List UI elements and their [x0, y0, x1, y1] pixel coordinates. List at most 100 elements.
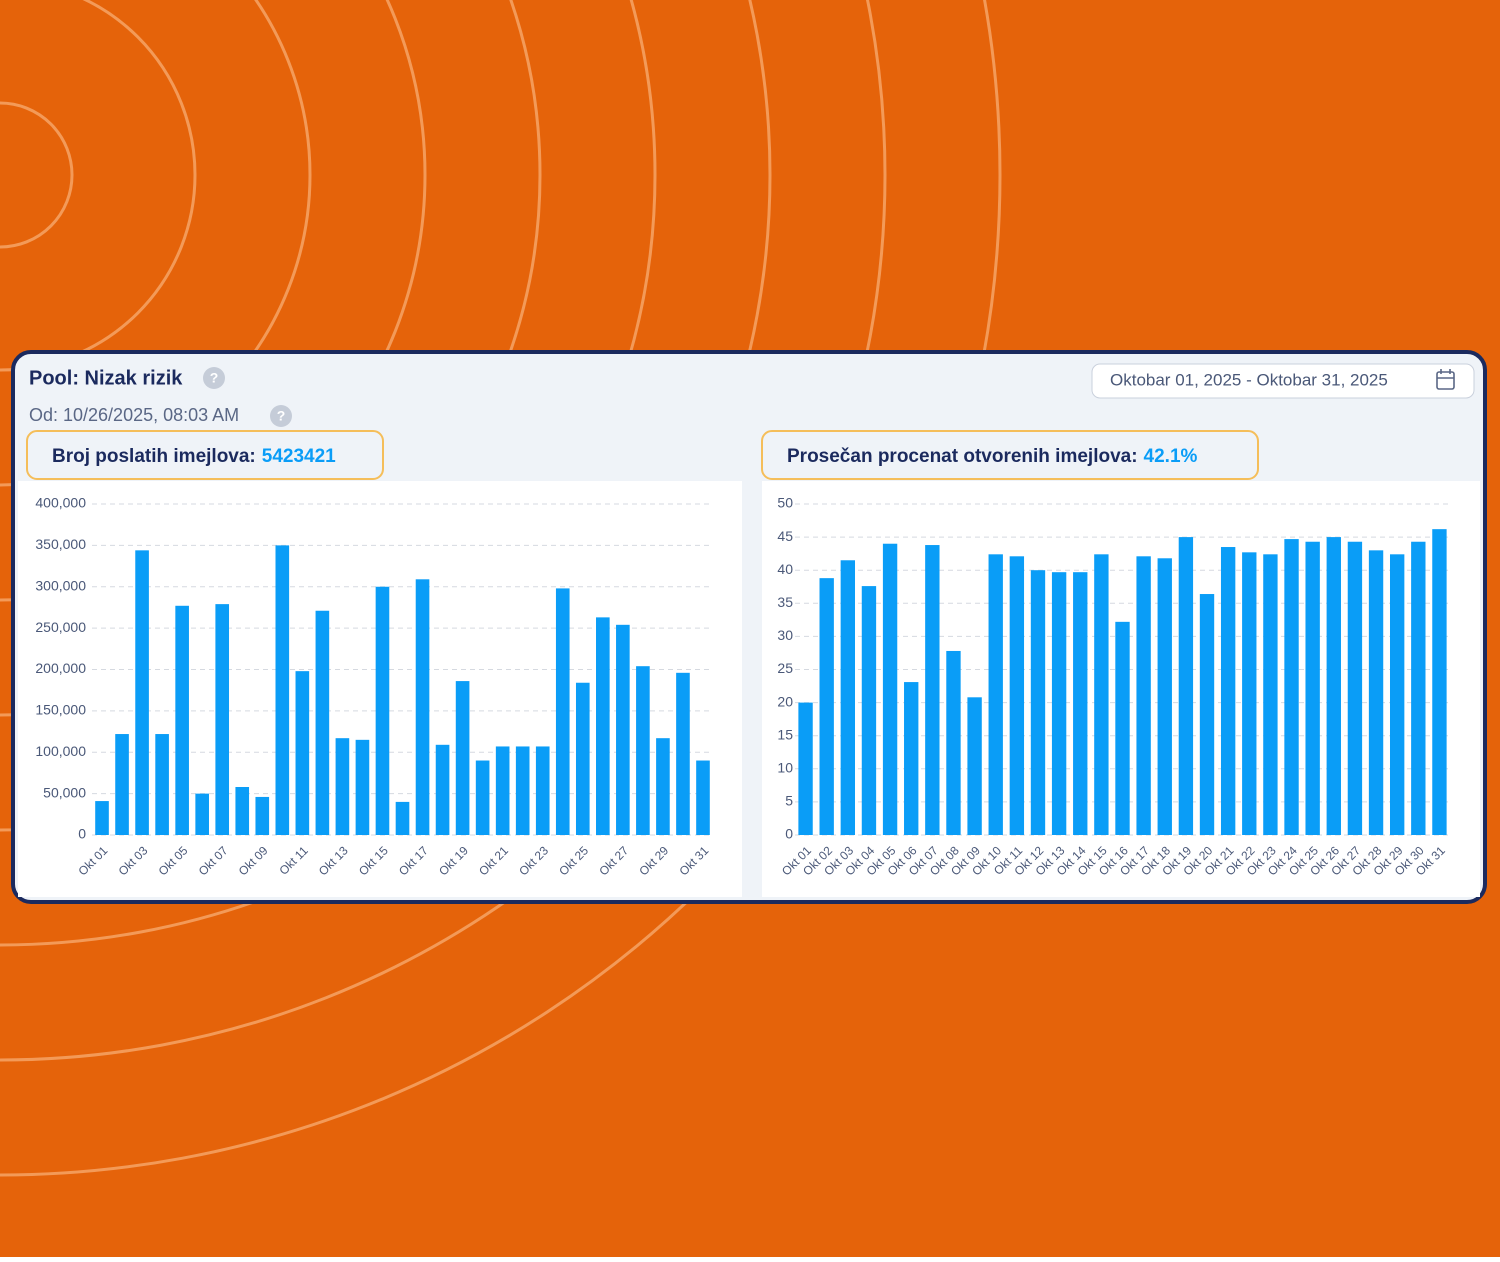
- bar: [1326, 537, 1341, 835]
- bar: [1009, 556, 1025, 835]
- y-tick-label: 25: [777, 660, 793, 676]
- arc: [0, 101, 74, 249]
- bar: [235, 787, 250, 835]
- subtitle: Od: 10/26/2025, 08:03 AM: [29, 405, 239, 425]
- bar: [275, 545, 290, 835]
- bar: [1242, 552, 1257, 835]
- y-tick-label: 150,000: [35, 702, 86, 718]
- bar: [967, 697, 982, 835]
- bar: [415, 579, 430, 835]
- y-tick-label: 250,000: [35, 619, 86, 635]
- y-tick-label: 350,000: [35, 536, 86, 552]
- bar: [1115, 621, 1130, 835]
- title: Pool: Nizak rizik: [29, 367, 183, 389]
- arc: [0, 0, 312, 487]
- arc: [0, 0, 1002, 1177]
- bar: [115, 734, 129, 835]
- y-tick-label: 0: [78, 826, 86, 842]
- bar: [882, 543, 898, 835]
- bar: [616, 624, 630, 835]
- bar: [1157, 558, 1172, 835]
- y-tick-label: 300,000: [35, 577, 86, 593]
- bar: [575, 682, 590, 835]
- help-icon[interactable]: [203, 367, 225, 389]
- y-tick-label: 0: [785, 826, 793, 842]
- y-tick-label: 400,000: [35, 495, 86, 511]
- arc: [0, 0, 887, 1062]
- bar: [1305, 541, 1320, 835]
- bar: [555, 588, 570, 835]
- bar: [1136, 556, 1151, 835]
- bar: [1199, 594, 1215, 835]
- bar: [1389, 554, 1405, 835]
- bar: [840, 560, 856, 835]
- bar: [335, 738, 350, 835]
- stat-box: [26, 430, 384, 480]
- y-tick-label: 100,000: [35, 743, 86, 759]
- bar: [175, 605, 189, 835]
- stat-box: [761, 430, 1259, 480]
- bar: [135, 550, 149, 835]
- y-tick-label: 200,000: [35, 660, 86, 676]
- y-tick-label: 10: [777, 760, 793, 776]
- calendar-icon: [1436, 369, 1455, 390]
- bar: [435, 744, 450, 835]
- bar: [1030, 570, 1046, 835]
- bar: [395, 801, 410, 835]
- bar: [1051, 572, 1067, 835]
- bar: [1347, 541, 1363, 835]
- bar: [1073, 572, 1088, 835]
- y-tick-label: 40: [777, 561, 793, 577]
- bar: [1368, 550, 1384, 835]
- arc: [0, 0, 197, 372]
- stat-label: Prosečan procenat otvorenih imejlova:: [787, 446, 1138, 467]
- bar: [455, 681, 470, 835]
- stat: Broj poslatih imejlova: 5423421: [52, 446, 336, 467]
- bar: [819, 578, 834, 835]
- y-tick-label: 50,000: [43, 784, 86, 800]
- bar: [925, 545, 940, 835]
- bar: [155, 734, 169, 835]
- bar: [195, 793, 209, 835]
- help-icon-glyph: ?: [210, 370, 219, 386]
- y-tick-label: 5: [785, 793, 793, 809]
- bar: [495, 746, 510, 835]
- bar: [95, 801, 109, 835]
- bar: [535, 746, 550, 835]
- decoration: [0, 0, 1002, 1177]
- help-icon-glyph: ?: [277, 408, 286, 424]
- stat-value: 42.1%: [1144, 446, 1198, 467]
- bar: [1432, 529, 1447, 835]
- bar: [798, 702, 813, 835]
- stat-value: 5423421: [262, 446, 336, 467]
- bar: [515, 746, 530, 835]
- bar: [636, 666, 650, 835]
- bar: [1284, 539, 1299, 835]
- bar: [375, 586, 390, 835]
- bar: [255, 796, 270, 835]
- y-tick-label: 35: [777, 594, 793, 610]
- y-tick-label: 50: [777, 495, 793, 511]
- help-icon[interactable]: [270, 405, 292, 427]
- y-tick-label: 45: [777, 528, 793, 544]
- bar: [295, 671, 310, 835]
- bar: [315, 610, 330, 835]
- bar: [861, 586, 877, 835]
- bar: [988, 554, 1003, 835]
- bar: [1263, 554, 1278, 835]
- arc: [0, 0, 427, 602]
- y-tick-label: 30: [777, 627, 793, 643]
- date-picker[interactable]: [1091, 363, 1475, 399]
- bar: [904, 682, 919, 835]
- bar: [656, 738, 670, 835]
- stat-label: Broj poslatih imejlova:: [52, 446, 256, 467]
- bar: [1094, 554, 1109, 835]
- bar: [596, 617, 610, 835]
- arc: [0, 0, 657, 832]
- bar: [676, 672, 690, 835]
- date-range: Oktobar 01, 2025 - Oktobar 31, 2025: [1110, 370, 1388, 389]
- y-tick-label: 15: [777, 726, 793, 742]
- y-tick-label: 20: [777, 693, 793, 709]
